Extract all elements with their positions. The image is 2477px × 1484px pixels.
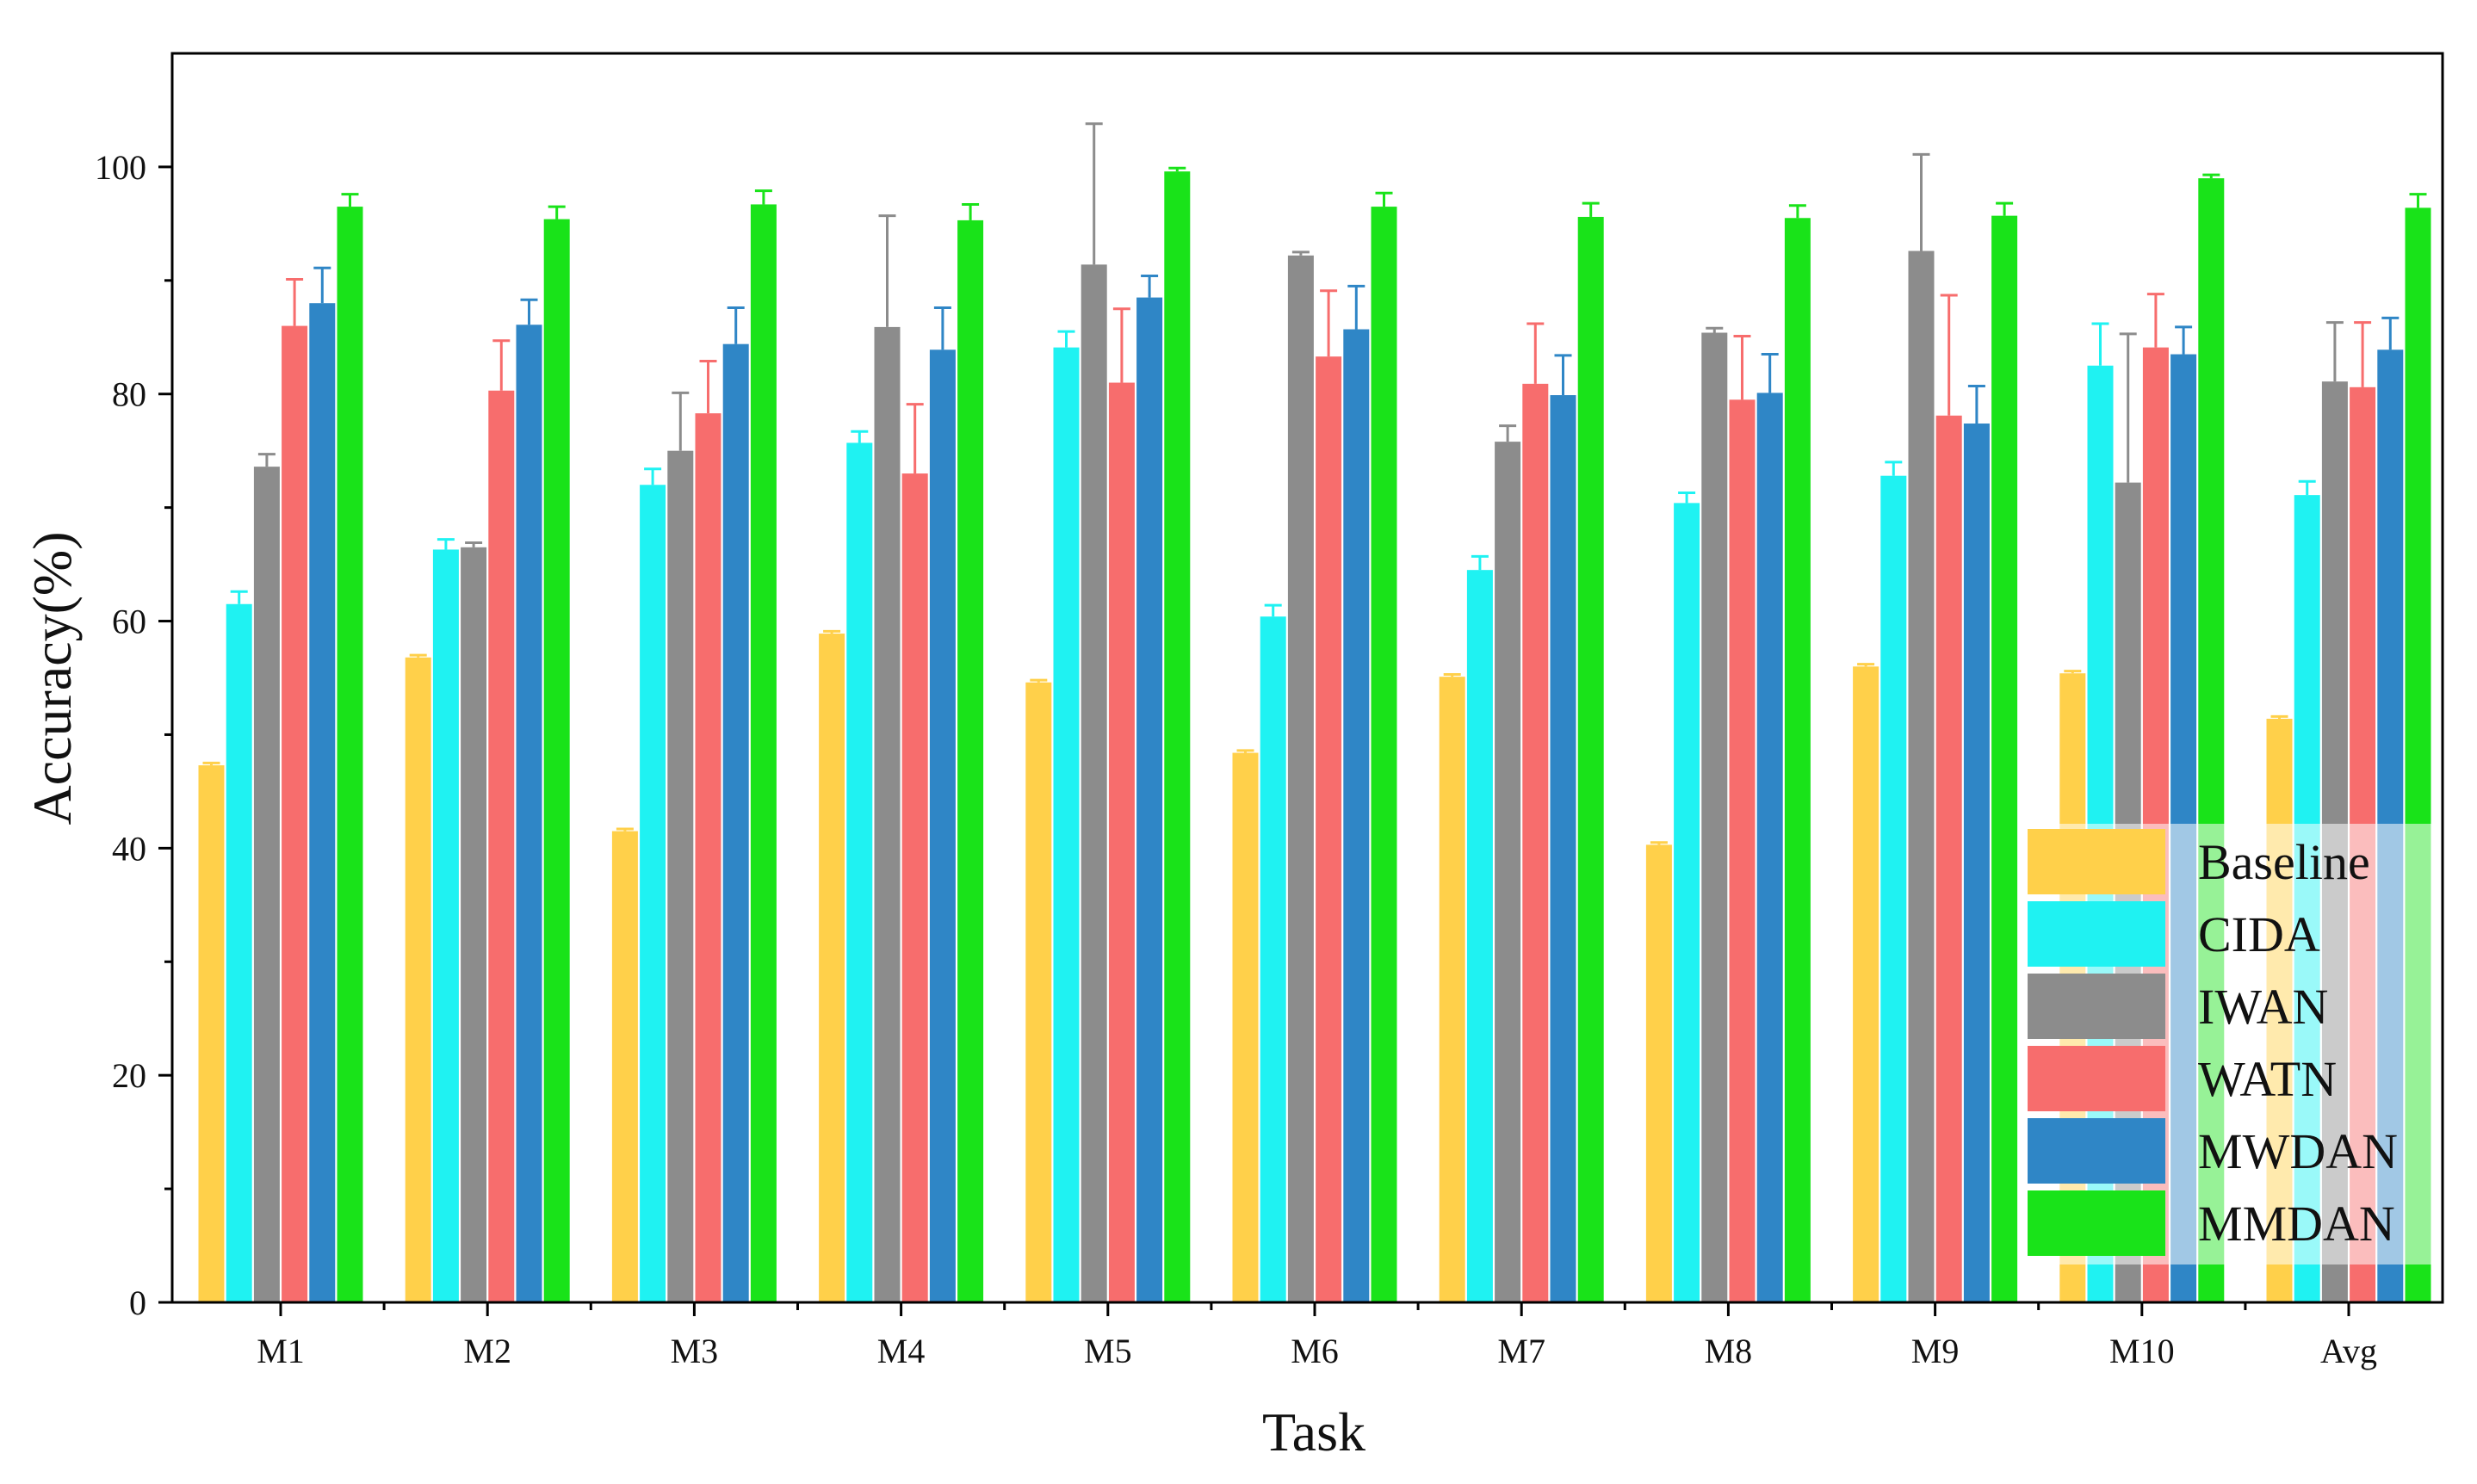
bar	[611, 831, 638, 1302]
bar	[1963, 424, 1990, 1302]
legend-swatch	[2028, 974, 2165, 1039]
bar	[1053, 347, 1080, 1302]
bar	[1853, 666, 1879, 1302]
bar	[819, 634, 845, 1302]
x-tick-label: M2	[463, 1332, 511, 1370]
bar	[1577, 216, 1604, 1302]
x-tick-label: Avg	[2320, 1332, 2377, 1370]
y-tick-label: 20	[112, 1056, 146, 1095]
bar	[461, 547, 487, 1302]
bar	[253, 467, 280, 1302]
bar	[1550, 395, 1576, 1302]
error-bars-layer	[202, 122, 2427, 845]
x-tick-label: M3	[671, 1332, 719, 1370]
plot-area-frame	[170, 52, 2444, 1304]
bar	[1025, 682, 1052, 1302]
bar	[1164, 171, 1191, 1303]
bar	[543, 219, 570, 1302]
legend-label: WATN	[2198, 1051, 2337, 1107]
bar	[1935, 415, 1962, 1302]
bar	[1495, 442, 1521, 1302]
legend-label: IWAN	[2198, 979, 2328, 1035]
legend: Baseline CIDA IWAN WATN MWDAN MMDAN	[2022, 824, 2437, 1264]
x-axis-title: Task	[1262, 1401, 1365, 1462]
x-tick-label: M7	[1497, 1332, 1545, 1370]
bar	[1991, 215, 2018, 1302]
x-tick-label: M5	[1084, 1332, 1132, 1370]
bar	[516, 325, 542, 1303]
x-tick-label: M9	[1911, 1332, 1960, 1370]
bar	[1466, 570, 1493, 1302]
bar	[1908, 250, 1935, 1302]
y-tick-label: 40	[112, 829, 146, 868]
bar	[1880, 475, 1907, 1302]
x-axis: M1 M2 M3 M4 M5 M6 M7 M8 M9 M10 Avg	[257, 1302, 2377, 1370]
bar	[1371, 207, 1397, 1302]
bar	[1343, 329, 1370, 1303]
bar	[1232, 752, 1259, 1302]
bar	[640, 485, 666, 1302]
bar	[1674, 503, 1700, 1302]
bar	[432, 549, 459, 1302]
legend-swatch	[2028, 1118, 2165, 1184]
bar	[337, 207, 363, 1302]
bar	[695, 413, 721, 1302]
y-tick-label: 60	[112, 603, 146, 641]
y-tick-label: 100	[95, 148, 146, 187]
y-axis-title: Accuracy(%)	[22, 531, 83, 825]
bar	[1756, 393, 1783, 1302]
bar	[750, 204, 777, 1302]
legend-swatch	[2028, 1190, 2165, 1256]
x-tick-label: M10	[2109, 1332, 2175, 1370]
bar	[1081, 264, 1107, 1302]
bar	[1136, 297, 1163, 1303]
bar	[309, 303, 336, 1303]
bar	[1784, 218, 1811, 1302]
bar	[1108, 382, 1135, 1302]
bar	[1701, 332, 1728, 1303]
x-tick-label: M1	[257, 1332, 305, 1370]
legend-label: MWDAN	[2198, 1123, 2398, 1179]
bar	[722, 343, 749, 1303]
bar	[1316, 356, 1342, 1302]
bar	[874, 326, 901, 1303]
legend-label: CIDA	[2198, 906, 2320, 962]
bar	[1522, 383, 1549, 1302]
bar	[282, 325, 308, 1303]
bar	[488, 390, 515, 1302]
bar	[929, 349, 956, 1302]
bar	[1287, 255, 1314, 1302]
x-tick-label: M4	[877, 1332, 926, 1370]
bar	[1729, 399, 1756, 1302]
legend-label: Baseline	[2198, 834, 2370, 890]
x-tick-label: M8	[1705, 1332, 1753, 1370]
y-tick-label: 0	[129, 1283, 146, 1322]
bar	[957, 220, 984, 1302]
legend-swatch	[2028, 829, 2165, 894]
y-tick-label: 80	[112, 375, 146, 414]
bar	[1645, 844, 1672, 1302]
bar	[405, 657, 431, 1302]
legend-label: MMDAN	[2198, 1196, 2395, 1252]
bar	[226, 603, 252, 1302]
bar	[1439, 677, 1465, 1302]
legend-swatch	[2028, 1046, 2165, 1111]
bar	[846, 442, 873, 1302]
bar	[1260, 616, 1286, 1302]
bar	[198, 765, 225, 1302]
bar	[667, 450, 694, 1302]
bar	[901, 473, 928, 1302]
y-axis: 0 20 40 60 80 100	[95, 148, 172, 1322]
legend-swatch	[2028, 901, 2165, 967]
x-tick-label: M6	[1291, 1332, 1339, 1370]
